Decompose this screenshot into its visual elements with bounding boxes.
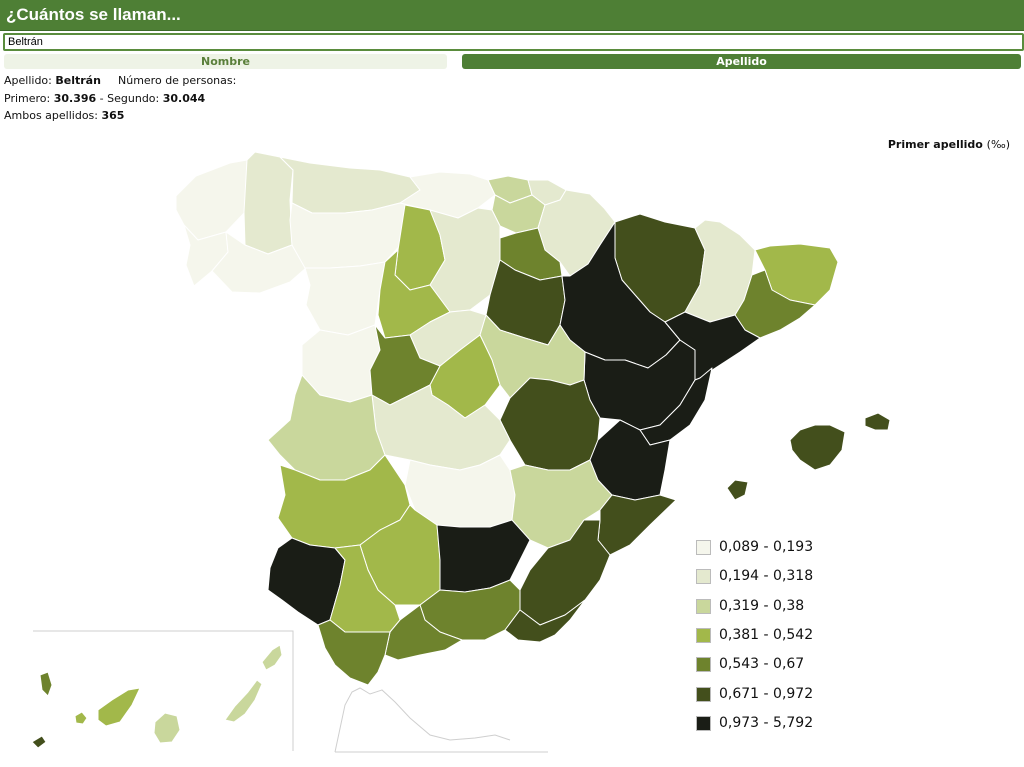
legend-item: 0,543 - 0,67 [696, 655, 896, 675]
first-value: 30.396 [53, 92, 97, 105]
app-title: ¿Cuántos se llaman... [6, 5, 181, 24]
legend-label: 0,543 - 0,67 [719, 656, 805, 673]
province-almeria [504, 599, 586, 643]
map-title-unit: (‰) [986, 138, 1010, 151]
legend-swatch [696, 715, 711, 731]
legend-swatch [696, 540, 711, 555]
legend-label: 0,089 - 0,193 [719, 539, 814, 555]
map-title-text: Primer apellido [887, 138, 983, 151]
surname-search-input[interactable] [8, 35, 1008, 49]
first-second-info: Primero: 30.396 - Segundo: 30.044 [4, 92, 205, 105]
first-label: Primero: [4, 92, 51, 105]
both-value: 365 [101, 109, 125, 122]
canarias-inset-border [33, 630, 294, 751]
province-ibiza [726, 479, 749, 501]
province-valencia [589, 419, 671, 501]
province-toledo [371, 384, 511, 471]
map-title: Primer apellido (‰) [888, 138, 1010, 151]
both-label: Ambos apellidos: [4, 109, 98, 122]
legend-item: 0,381 - 0,542 [696, 626, 896, 646]
legend-swatch [696, 627, 711, 643]
legend-label: 0,319 - 0,38 [719, 597, 805, 614]
search-box[interactable] [3, 33, 1024, 51]
both-surnames-info: Ambos apellidos: 365 [4, 109, 124, 122]
province-leon [289, 202, 413, 269]
province-ourense [211, 231, 307, 294]
separator: - [99, 92, 108, 105]
legend-label: 0,381 - 0,542 [719, 626, 814, 643]
legend-item: 0,194 - 0,318 [696, 567, 896, 587]
province-mallorca [789, 424, 846, 471]
legend-item: 0,089 - 0,193 [696, 538, 896, 558]
surname-info: Apellido: Beltrán [4, 74, 101, 87]
province-tarragona [664, 311, 761, 381]
second-label: Segundo: [107, 92, 160, 105]
province-malaga [384, 604, 463, 661]
second-value: 30.044 [162, 92, 206, 105]
province-lugo [243, 151, 294, 255]
province-a-coruna [175, 159, 248, 241]
province-lanzarote [261, 644, 283, 671]
legend-item: 0,319 - 0,38 [696, 597, 896, 617]
surname-value: Beltrán [55, 74, 101, 87]
province-cadiz [317, 619, 391, 686]
legend-swatch [696, 598, 711, 614]
province-zamora [304, 261, 386, 336]
province-jaen [436, 519, 531, 593]
legend-label: 0,194 - 0,318 [719, 568, 814, 585]
legend-swatch [696, 657, 711, 673]
legend-item: 0,973 - 5,792 [696, 714, 896, 734]
legend-label: 0,671 - 0,972 [719, 685, 814, 702]
province-gran-canaria [153, 712, 181, 744]
legend-label: 0,973 - 5,792 [719, 714, 814, 731]
surname-label: Apellido: [4, 74, 52, 87]
province-alicante [597, 494, 677, 556]
province-fuerteventura [224, 679, 263, 723]
africa-coastline [334, 687, 511, 753]
legend-swatch [696, 686, 711, 702]
tab-nombre[interactable]: Nombre [4, 54, 447, 69]
province-menorca [864, 412, 891, 431]
app-header: ¿Cuántos se llaman... [0, 0, 1024, 31]
legend-swatch [696, 569, 711, 585]
province-el-hierro [31, 735, 47, 749]
persons-count-label: Número de personas: [118, 74, 237, 87]
legend-item: 0,671 - 0,972 [696, 685, 896, 705]
province-tenerife [97, 687, 141, 727]
province-barcelona [734, 269, 816, 339]
province-la-gomera [74, 711, 88, 725]
tab-apellido[interactable]: Apellido [462, 54, 1021, 69]
province-la-palma [39, 671, 53, 697]
